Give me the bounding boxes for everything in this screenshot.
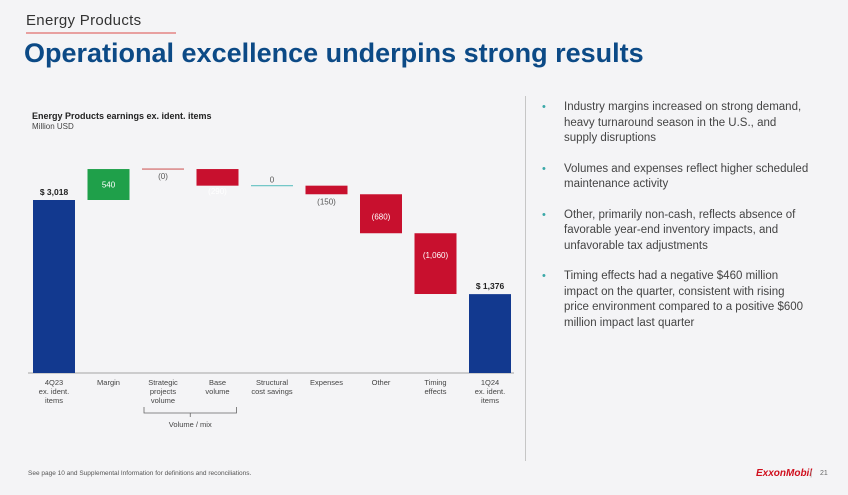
bullet-dot-icon: • (542, 162, 546, 175)
data-label: 0 (270, 176, 275, 185)
exxonmobil-logo: ExxonMobil (756, 468, 813, 479)
bar (33, 200, 75, 373)
category-label: 1Q24 (481, 378, 499, 387)
bullet-item: • Industry margins increased on strong de… (542, 100, 812, 147)
data-label: (680) (372, 212, 391, 221)
category-label: Strategic (148, 378, 178, 387)
footnote: See page 10 and Supplemental Information… (28, 470, 252, 477)
bullet-item: • Volumes and expenses reflect higher sch… (542, 162, 812, 193)
volume-mix-bracket (143, 407, 237, 414)
data-label: (290) (208, 187, 227, 196)
category-label: 4Q23 (45, 378, 63, 387)
category-label: projects (150, 387, 177, 396)
category-label: effects (425, 387, 447, 396)
bullet-text: Volumes and expenses reflect higher sche… (564, 162, 809, 191)
bullet-dot-icon: • (542, 208, 546, 221)
section-underline (26, 32, 176, 34)
category-label: items (481, 396, 499, 405)
category-label: Timing (424, 378, 446, 387)
page-number: 21 (820, 470, 828, 477)
category-label: Other (372, 378, 391, 387)
group-label: Volume / mix (169, 420, 212, 429)
data-label: $ 1,376 (476, 281, 505, 291)
bar (87, 169, 130, 200)
category-label: Margin (97, 378, 120, 387)
data-label: (1,060) (423, 251, 449, 260)
bullet-text: Other, primarily non-cash, reflects abse… (564, 208, 796, 252)
bullet-list: • Industry margins increased on strong de… (542, 100, 812, 346)
bar (196, 169, 239, 186)
category-label: items (45, 396, 63, 405)
page-separator: | (810, 469, 813, 478)
bullet-dot-icon: • (542, 101, 546, 113)
bar (305, 185, 348, 195)
data-label: 540 (102, 181, 116, 190)
category-label: volume (205, 387, 229, 396)
bar (469, 294, 511, 373)
chart-title: Energy Products earnings ex. ident. item… (32, 111, 212, 121)
section-label: Energy Products (26, 12, 142, 29)
category-label: ex. ident. (39, 387, 69, 396)
vertical-divider (525, 96, 526, 461)
bullet-item: • Other, primarily non-cash, reflects abs… (542, 208, 812, 255)
category-label: cost savings (251, 387, 293, 396)
bullet-dot-icon: • (542, 270, 546, 282)
category-label: Structural (256, 378, 288, 387)
category-label: Base (209, 378, 226, 387)
data-label: (0) (158, 172, 168, 181)
bar (360, 194, 402, 234)
bullet-item: • Timing effects had a negative $460 mill… (542, 269, 812, 331)
page-title: Operational excellence underpins strong … (24, 38, 644, 68)
bullet-text: Timing effects had a negative $460 milli… (564, 270, 804, 329)
category-label: ex. ident. (475, 387, 505, 396)
chart-subtitle: Million USD (32, 122, 74, 131)
bullet-text: Industry margins increased on strong dem… (564, 101, 802, 144)
data-label: (150) (317, 197, 336, 206)
data-label: $ 3,018 (40, 187, 69, 197)
bar (414, 233, 457, 295)
category-label: volume (151, 396, 175, 405)
category-label: Expenses (310, 378, 343, 387)
